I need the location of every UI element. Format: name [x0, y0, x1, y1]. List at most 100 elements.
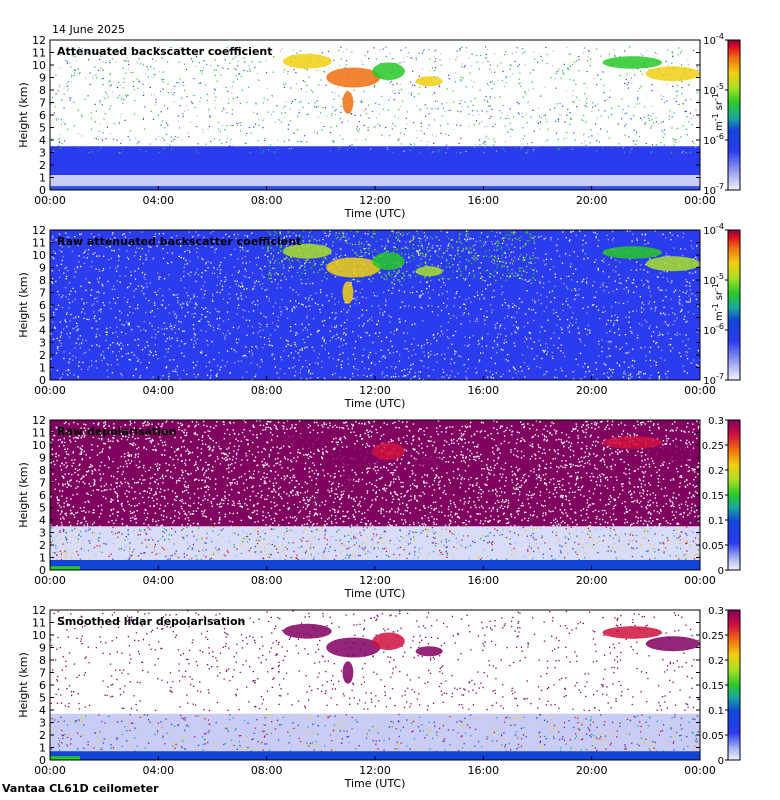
- colorbar-tick-label: 0.25: [702, 631, 724, 642]
- y-axis-label: Height (km): [17, 462, 30, 528]
- ground-layer: [50, 560, 700, 570]
- y-tick-label: 11: [32, 237, 46, 250]
- colorbar-tick-label: 0.2: [708, 466, 724, 477]
- colorbar: 10-7 10-6 10-5 10-4 m-1sr-1: [703, 32, 741, 197]
- x-tick-label: 00:00: [34, 574, 66, 587]
- panel-title: Raw attenuated backscatter coefficient: [57, 235, 301, 248]
- y-tick-label: 6: [39, 109, 46, 122]
- y-tick-label: 4: [39, 704, 46, 717]
- x-tick-label: 12:00: [359, 384, 391, 397]
- x-axis-label: Time (UTC): [344, 207, 406, 220]
- cloud-feature: [282, 243, 332, 259]
- y-tick-label: 10: [32, 439, 46, 452]
- x-tick-label: 08:00: [251, 574, 283, 587]
- colorbar-gradient: [727, 229, 741, 381]
- x-tick-label: 00:00: [684, 384, 716, 397]
- y-tick-label: 8: [39, 464, 46, 477]
- y-tick-label: 4: [39, 324, 46, 337]
- cloud-feature: [602, 246, 663, 259]
- cloud-feature: [282, 433, 332, 449]
- surface-layer: [50, 175, 700, 187]
- y-tick-label: 8: [39, 654, 46, 667]
- y-tick-label: 7: [39, 667, 46, 680]
- cloud-feature: [645, 636, 700, 652]
- ground-layer: [50, 751, 700, 760]
- y-tick-label: 0: [39, 754, 46, 767]
- colorbar-tick-label: 0.3: [708, 416, 724, 427]
- heatmap-field: [50, 610, 700, 760]
- y-tick-label: 5: [39, 312, 46, 325]
- y-tick-label: 9: [39, 452, 46, 465]
- y-tick-label: 9: [39, 642, 46, 655]
- cloud-feature: [326, 257, 381, 278]
- x-axis-label: Time (UTC): [344, 777, 406, 790]
- colorbar-tick-label: 0: [718, 756, 724, 767]
- heatmap-field: [50, 46, 700, 190]
- y-tick-label: 1: [39, 172, 46, 185]
- x-axis-label: Time (UTC): [344, 587, 406, 600]
- y-tick-label: 2: [39, 159, 46, 172]
- cloud-feature: [602, 436, 663, 449]
- x-tick-label: 08:00: [251, 764, 283, 777]
- colorbar-tick-label: 0.05: [702, 541, 724, 552]
- panel-title: Raw depolarisation: [57, 425, 176, 438]
- x-tick-label: 00:00: [34, 764, 66, 777]
- date-label: 14 June 2025: [52, 23, 125, 36]
- cloud-feature: [372, 632, 405, 650]
- x-tick-label: 00:00: [34, 194, 66, 207]
- x-tick-label: 04:00: [142, 764, 174, 777]
- colorbar-tick-label: 10-4: [703, 222, 724, 237]
- x-tick-label: 20:00: [576, 574, 608, 587]
- y-tick-label: 12: [32, 604, 46, 617]
- x-tick-label: 16:00: [467, 764, 499, 777]
- y-tick-label: 3: [39, 147, 46, 160]
- colorbar-tick-label: 10-4: [703, 32, 724, 47]
- y-tick-label: 0: [39, 564, 46, 577]
- cloud-feature: [645, 446, 700, 462]
- panel-title: Smoothed lidar depolarisation: [57, 615, 245, 628]
- y-tick-label: 10: [32, 629, 46, 642]
- x-tick-label: 08:00: [251, 384, 283, 397]
- cloud-feature: [326, 67, 381, 88]
- y-axis-label: Height (km): [17, 652, 30, 718]
- ground-patch: [50, 756, 80, 760]
- colorbar-tick-label: 0.05: [702, 731, 724, 742]
- x-tick-label: 04:00: [142, 384, 174, 397]
- x-tick-label: 16:00: [467, 194, 499, 207]
- colorbar-tick-label: 10-7: [703, 372, 724, 387]
- x-tick-label: 08:00: [251, 194, 283, 207]
- x-tick-label: 12:00: [359, 574, 391, 587]
- cloud-feature: [282, 53, 332, 69]
- colorbar-unit-label: m-1sr-1: [711, 283, 725, 321]
- y-tick-label: 8: [39, 274, 46, 287]
- x-tick-label: 04:00: [142, 574, 174, 587]
- x-tick-label: 12:00: [359, 194, 391, 207]
- panel-2: Raw attenuated backscatter coefficient01…: [17, 222, 741, 410]
- panels: Attenuated backscatter coefficient012345…: [17, 32, 741, 790]
- cloud-feature: [342, 281, 354, 304]
- x-tick-label: 00:00: [684, 764, 716, 777]
- y-tick-label: 6: [39, 489, 46, 502]
- y-tick-label: 1: [39, 742, 46, 755]
- y-tick-label: 7: [39, 477, 46, 490]
- y-tick-label: 9: [39, 262, 46, 275]
- x-tick-label: 16:00: [467, 384, 499, 397]
- cloud-feature: [342, 91, 354, 114]
- y-tick-label: 11: [32, 617, 46, 630]
- colorbar-tick-label: 0.2: [708, 656, 724, 667]
- y-tick-label: 5: [39, 122, 46, 135]
- x-tick-label: 12:00: [359, 764, 391, 777]
- cloud-feature: [645, 66, 700, 82]
- colorbar: 0 0.05 0.1 0.15 0.2 0.25 0.3: [702, 606, 741, 767]
- x-axis-label: Time (UTC): [344, 397, 406, 410]
- y-tick-label: 2: [39, 349, 46, 362]
- y-tick-label: 4: [39, 134, 46, 147]
- panel-4: Smoothed lidar depolarisation01234567891…: [17, 604, 741, 790]
- cloud-feature: [326, 447, 381, 468]
- colorbar-tick-label: 0.15: [702, 681, 724, 692]
- colorbar-tick-label: 0.1: [708, 516, 724, 527]
- cloud-feature: [326, 637, 381, 658]
- cloud-feature: [282, 623, 332, 639]
